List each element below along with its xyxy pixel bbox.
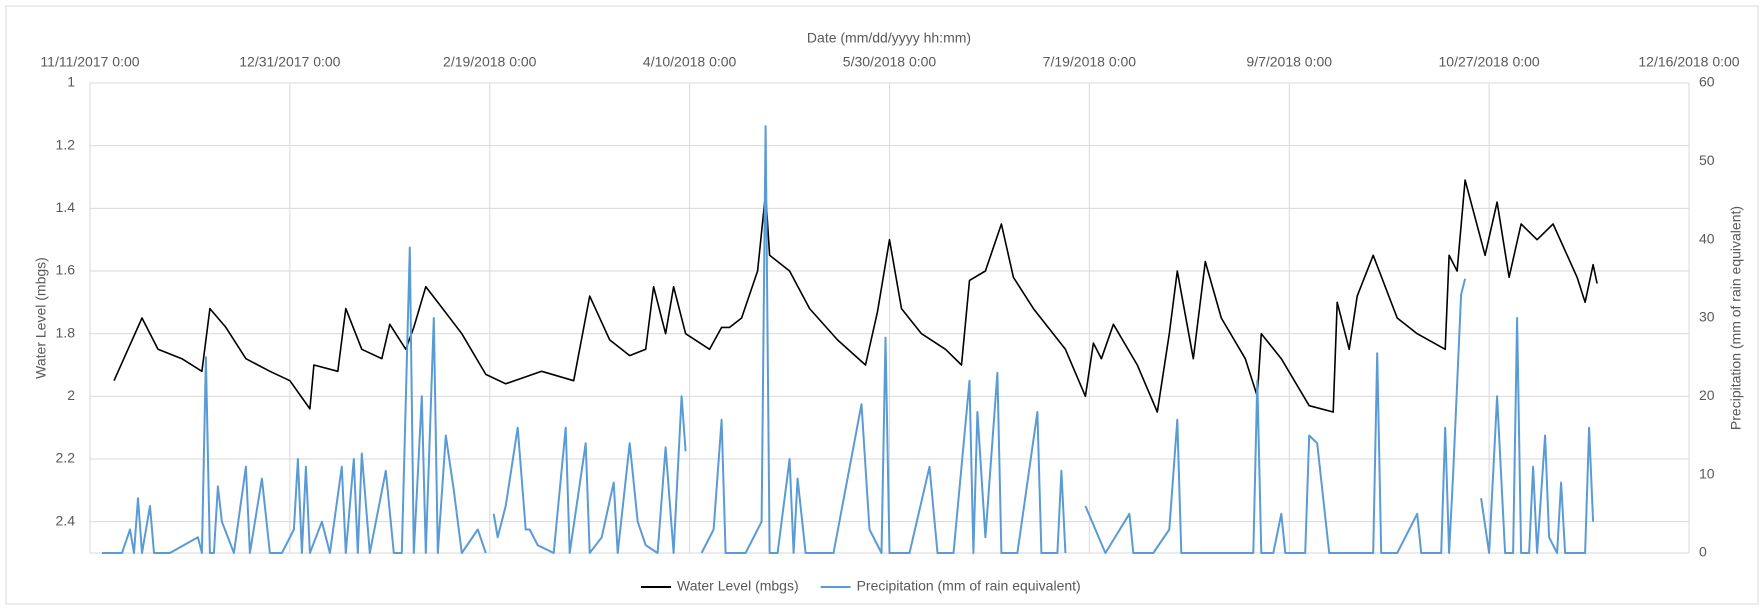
y2-axis-title: Precipitation (mm of rain equivalent) (1728, 206, 1744, 430)
y-tick-label: 2.2 (56, 450, 76, 466)
x-tick-label: 12/16/2018 0:00 (1638, 54, 1739, 70)
x-tick-label: 2/19/2018 0:00 (443, 54, 537, 70)
legend-label: Water Level (mbgs) (677, 578, 799, 594)
y2-tick-label: 50 (1699, 152, 1715, 168)
y-tick-label: 1.2 (56, 136, 76, 152)
series-line (102, 125, 1595, 554)
legend-label: Precipitation (mm of rain equivalent) (857, 578, 1081, 594)
y2-tick-label: 10 (1699, 465, 1715, 481)
x-tick-label: 9/7/2018 0:00 (1246, 54, 1332, 70)
y2-tick-label: 40 (1699, 230, 1715, 246)
x-tick-label: 5/30/2018 0:00 (843, 54, 937, 70)
x-axis-title: Date (mm/dd/yyyy hh:mm) (807, 30, 971, 46)
y2-tick-label: 0 (1699, 544, 1707, 560)
y-tick-label: 1.4 (56, 199, 76, 215)
series-line (113, 179, 1598, 413)
x-tick-label: 7/19/2018 0:00 (1043, 54, 1137, 70)
x-tick-label: 11/11/2017 0:00 (40, 54, 139, 70)
y-axis-title: Water Level (mbgs) (33, 257, 49, 379)
y-tick-label: 2.4 (56, 512, 76, 528)
y-tick-label: 2 (67, 387, 75, 403)
y2-tick-label: 60 (1699, 74, 1715, 90)
x-tick-label: 12/31/2017 0:00 (239, 54, 340, 70)
x-tick-label: 10/27/2018 0:00 (1439, 54, 1540, 70)
y2-tick-label: 30 (1699, 309, 1715, 325)
y-tick-label: 1.6 (56, 262, 76, 278)
y-tick-label: 1 (67, 74, 75, 90)
x-tick-label: 4/10/2018 0:00 (643, 54, 737, 70)
y2-tick-label: 20 (1699, 387, 1715, 403)
y-tick-label: 1.8 (56, 324, 76, 340)
